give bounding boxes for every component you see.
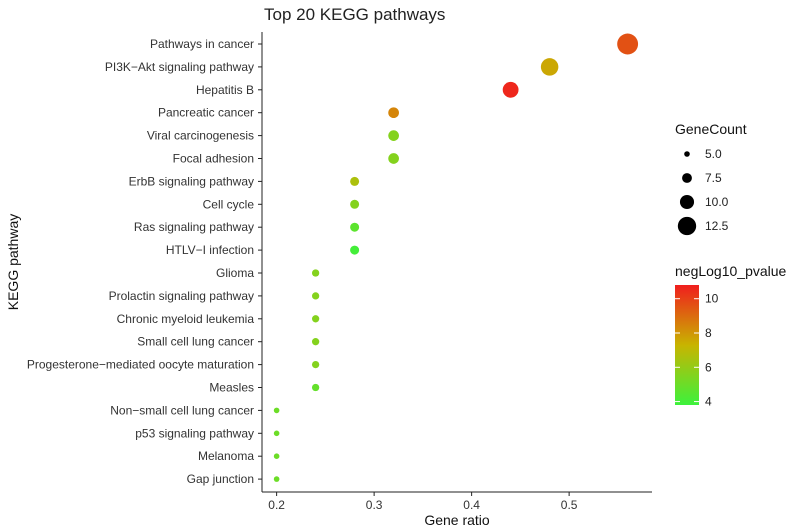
size-legend-key — [682, 173, 692, 183]
data-point — [350, 245, 360, 255]
data-point — [350, 222, 360, 232]
y-tick-label: Viral carcinogenesis — [147, 129, 254, 143]
y-tick-label: ErbB signaling pathway — [129, 174, 254, 188]
size-legend-key — [679, 194, 695, 210]
color-legend-bar — [675, 285, 699, 405]
y-axis-title: KEGG pathway — [5, 214, 21, 311]
size-legend-label: 7.5 — [705, 171, 722, 185]
color-legend-label: 10 — [705, 292, 719, 306]
y-tick-label: Melanoma — [198, 449, 254, 463]
data-point — [311, 360, 320, 369]
color-legend-title: negLog10_pvalue — [675, 263, 787, 279]
data-point — [388, 130, 399, 141]
y-tick-label: Non−small cell lung cancer — [110, 403, 254, 417]
color-legend-ticks: 4 6 8 10 — [675, 292, 719, 409]
y-tick-label: Small cell lung cancer — [137, 335, 254, 349]
data-point — [311, 338, 320, 346]
y-tick-label: Gap junction — [187, 472, 254, 486]
y-tick-label: Chronic myeloid leukemia — [117, 312, 255, 326]
data-point — [311, 383, 320, 392]
size-legend-key — [684, 151, 690, 157]
data-point — [388, 153, 399, 164]
size-legend: 5.0 7.5 10.0 12.5 — [677, 147, 729, 236]
x-tick-label: 0.5 — [561, 498, 578, 512]
data-point — [502, 81, 519, 98]
data-point — [540, 58, 559, 76]
size-legend-title: GeneCount — [675, 121, 747, 137]
size-legend-label: 12.5 — [705, 219, 729, 233]
data-point — [617, 33, 639, 55]
y-ticks — [258, 43, 262, 480]
size-legend-label: 10.0 — [705, 195, 729, 209]
x-tick-labels: 0.2 0.3 0.4 0.5 — [268, 498, 578, 512]
y-tick-label: Ras signaling pathway — [134, 220, 254, 234]
y-tick-label: HTLV−I infection — [166, 243, 254, 257]
y-tick-label: Cell cycle — [203, 197, 255, 211]
data-point — [311, 292, 320, 300]
y-tick-label: Progesterone−mediated oocyte maturation — [27, 358, 254, 372]
data-point — [273, 476, 280, 482]
color-legend-label: 4 — [705, 395, 712, 409]
size-legend-key — [677, 216, 697, 236]
data-point — [273, 407, 280, 414]
y-tick-label: p53 signaling pathway — [135, 426, 254, 440]
y-tick-label: PI3K−Akt signaling pathway — [105, 60, 254, 74]
y-tick-label: Glioma — [216, 266, 254, 280]
y-tick-label: Hepatitis B — [196, 83, 254, 97]
chart-title: Top 20 KEGG pathways — [264, 5, 445, 24]
x-tick-label: 0.3 — [366, 498, 383, 512]
color-legend-label: 8 — [705, 326, 712, 340]
data-point — [311, 315, 320, 323]
x-tick-label: 0.4 — [463, 498, 480, 512]
color-legend-label: 6 — [705, 360, 712, 374]
data-point — [350, 199, 360, 209]
data-point — [350, 176, 360, 186]
y-tick-label: Pathways in cancer — [150, 37, 254, 51]
data-point — [311, 269, 320, 277]
y-tick-labels: Pathways in cancer PI3K−Akt signaling pat… — [27, 37, 254, 486]
x-tick-label: 0.2 — [268, 498, 285, 512]
y-tick-label: Focal adhesion — [173, 152, 254, 166]
y-tick-label: Pancreatic cancer — [158, 106, 254, 120]
x-axis-title: Gene ratio — [424, 512, 490, 528]
x-ticks — [276, 492, 570, 496]
y-tick-label: Prolactin signaling pathway — [109, 289, 254, 303]
y-tick-label: Measles — [209, 381, 254, 395]
data-point — [388, 107, 399, 119]
data-points — [273, 33, 639, 482]
data-point — [273, 430, 280, 437]
size-legend-label: 5.0 — [705, 147, 722, 161]
data-point — [273, 453, 280, 460]
